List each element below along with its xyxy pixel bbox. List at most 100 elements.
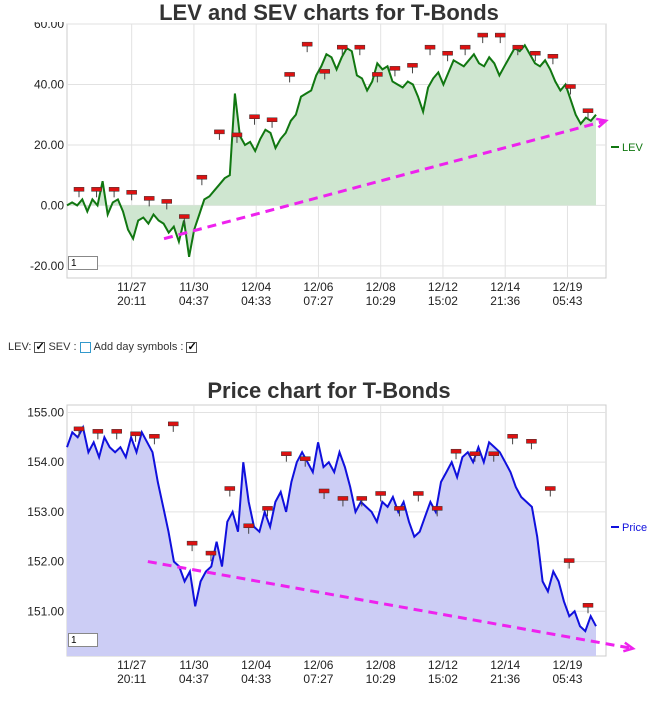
x-tick-date: 12/06 xyxy=(303,658,333,672)
day-marker xyxy=(582,603,594,608)
y-tick-label: 60.00 xyxy=(34,22,64,31)
day-marker xyxy=(424,44,436,50)
x-tick-time: 10:29 xyxy=(366,672,396,686)
x-tick-time: 15:02 xyxy=(428,672,458,686)
x-tick-date: 12/19 xyxy=(552,658,582,672)
x-tick-time: 07:27 xyxy=(303,294,333,308)
day-marker xyxy=(130,431,141,437)
day-marker xyxy=(394,506,405,511)
day-marker xyxy=(262,506,273,511)
day-symbols-checkbox[interactable] xyxy=(186,340,198,353)
day-marker xyxy=(442,50,453,56)
day-marker xyxy=(565,84,576,89)
day-marker xyxy=(512,44,524,50)
y-tick-label: 0.00 xyxy=(41,198,65,212)
y-tick-label: 155.00 xyxy=(27,405,64,419)
x-tick-time: 05:43 xyxy=(552,294,582,308)
day-marker xyxy=(126,190,137,195)
x-tick-date: 12/12 xyxy=(428,280,458,294)
day-marker xyxy=(526,439,537,444)
y-tick-label: 151.00 xyxy=(27,604,64,618)
day-marker xyxy=(205,550,217,556)
x-tick-time: 21:36 xyxy=(490,294,520,308)
day-marker xyxy=(413,491,424,496)
day-marker xyxy=(301,41,313,47)
day-marker xyxy=(186,540,198,546)
day-marker xyxy=(161,199,173,204)
trend-line xyxy=(147,560,634,651)
top-chart-title: LEV and SEV charts for T-Bonds xyxy=(159,0,499,25)
sev-label: SEV : xyxy=(48,341,77,353)
x-tick-time: 04:37 xyxy=(179,672,209,686)
day-marker xyxy=(91,187,102,192)
day-marker xyxy=(179,214,190,219)
day-marker xyxy=(73,426,85,432)
day-marker xyxy=(337,44,348,50)
trend-arrowhead xyxy=(622,641,636,653)
lev-checkbox[interactable] xyxy=(34,340,46,353)
x-tick-date: 11/30 xyxy=(179,658,208,672)
day-marker xyxy=(356,496,368,501)
x-tick-time: 04:33 xyxy=(241,672,271,686)
day-marker xyxy=(143,196,155,201)
x-tick-time: 04:37 xyxy=(179,294,209,308)
x-tick-time: 07:27 xyxy=(303,672,333,686)
x-tick-date: 12/04 xyxy=(241,280,271,294)
trend-line xyxy=(163,119,607,241)
y-tick-label: 40.00 xyxy=(34,77,64,91)
x-tick-date: 12/14 xyxy=(490,280,520,294)
controls-bar: LEV: SEV : Add day symbols : xyxy=(8,340,198,353)
series-line xyxy=(66,43,597,257)
day-marker xyxy=(318,488,330,494)
day-marker xyxy=(459,44,471,50)
x-tick-date: 11/27 xyxy=(117,280,146,294)
x-tick-time: 04:33 xyxy=(241,294,271,308)
legend-label: LEV xyxy=(622,142,643,154)
day-marker xyxy=(92,429,104,434)
day-marker xyxy=(299,456,311,461)
day-marker xyxy=(243,523,254,529)
day-marker xyxy=(547,54,559,59)
day-marker xyxy=(582,108,594,113)
x-tick-date: 12/04 xyxy=(241,658,271,672)
day-marker xyxy=(450,448,462,454)
day-marker xyxy=(108,187,120,192)
day-marker xyxy=(168,421,179,427)
day-marker xyxy=(494,32,506,38)
x-tick-date: 11/27 xyxy=(117,658,146,672)
x-tick-time: 05:43 xyxy=(552,672,582,686)
day-marker xyxy=(319,69,330,74)
day-symbols-label: Add day symbols : xyxy=(93,341,184,353)
day-marker xyxy=(545,486,556,491)
lev-label: LEV: xyxy=(8,341,32,353)
series-line xyxy=(66,424,597,633)
legend-label: Price xyxy=(622,522,647,534)
trend-arrowhead xyxy=(595,117,609,129)
day-marker xyxy=(111,429,122,434)
day-marker xyxy=(224,486,236,491)
day-marker xyxy=(214,129,225,135)
x-tick-date: 12/06 xyxy=(303,280,333,294)
day-marker xyxy=(284,72,295,77)
x-tick-time: 21:36 xyxy=(490,672,520,686)
day-marker xyxy=(530,50,541,56)
day-marker xyxy=(231,132,243,138)
day-marker xyxy=(507,434,518,439)
top-page-input[interactable]: 1 xyxy=(68,256,98,270)
y-tick-label: 154.00 xyxy=(27,455,64,469)
bottom-page-input[interactable]: 1 xyxy=(68,633,98,647)
day-marker xyxy=(431,506,443,511)
x-tick-date: 12/19 xyxy=(552,280,582,294)
series-area xyxy=(67,427,596,656)
day-marker xyxy=(407,63,418,68)
day-marker xyxy=(488,451,499,456)
series-area xyxy=(67,45,596,257)
day-marker xyxy=(389,66,401,71)
sev-checkbox[interactable] xyxy=(79,341,91,353)
x-tick-date: 12/12 xyxy=(428,658,458,672)
day-marker xyxy=(375,491,386,496)
x-tick-time: 20:11 xyxy=(117,294,146,308)
price-chart: 155.00 154.00 153.00 152.00 151.00 11/2720:11… xyxy=(27,404,647,686)
day-marker xyxy=(196,174,208,180)
